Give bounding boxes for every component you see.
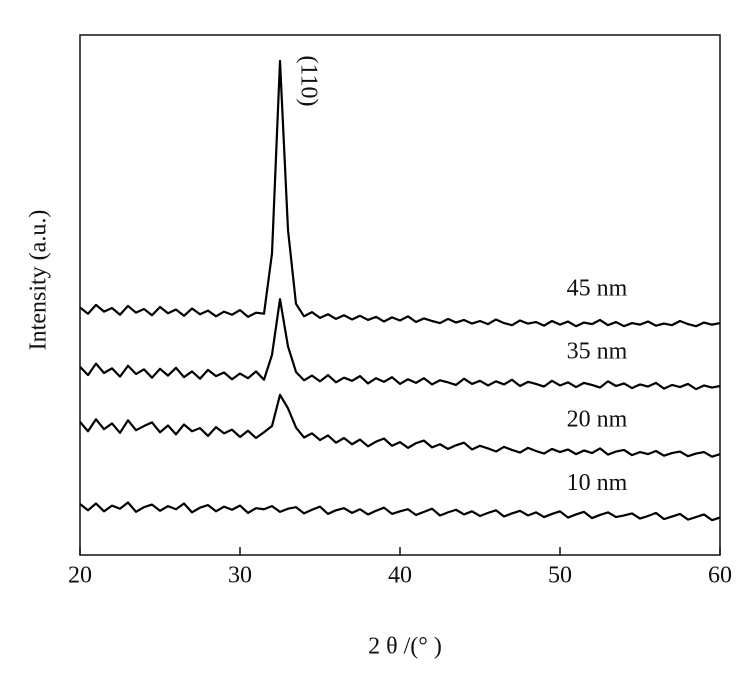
series-label: 45 nm [567, 276, 628, 302]
x-tick-label: 20 [68, 563, 92, 589]
series-line [79, 298, 721, 391]
x-tick-label: 60 [708, 563, 732, 589]
x-axis-label: 2 θ /(° ) [368, 634, 442, 660]
series-label: 35 nm [567, 339, 628, 365]
x-tick-label: 40 [388, 563, 412, 589]
series-line [79, 393, 721, 458]
x-tick-label: 30 [228, 563, 252, 589]
y-axis-label: Intensity (a.u.) [26, 210, 52, 351]
series-label: 10 nm [567, 470, 628, 496]
series-label: 20 nm [567, 407, 628, 433]
series-line [79, 501, 721, 522]
peak-annotation: (110) [295, 55, 321, 106]
x-tick-label: 50 [548, 563, 572, 589]
series-line [79, 59, 721, 328]
